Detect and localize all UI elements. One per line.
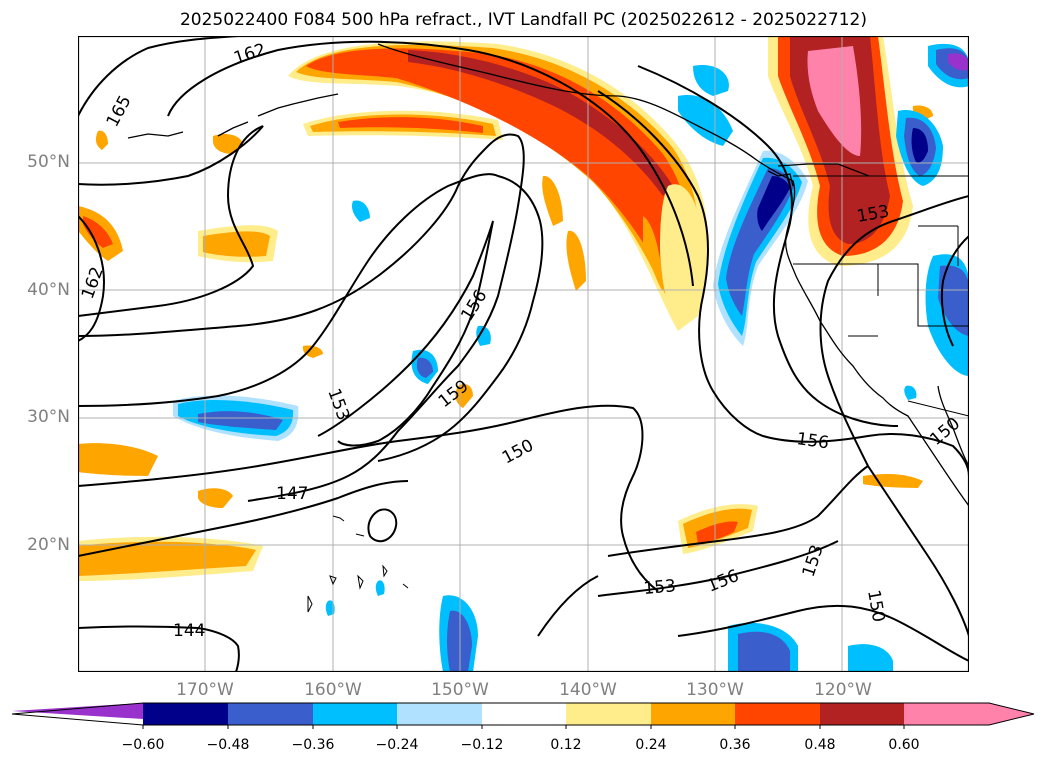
shading-negative (173, 43, 969, 672)
colorbar-tick: 0.48 (804, 737, 836, 753)
lat-label-40n: 40°N (27, 280, 70, 300)
colorbar-tick: 0.60 (888, 737, 920, 753)
colorbar-tick: −0.24 (375, 737, 419, 753)
colorbar (11, 702, 1035, 729)
lon-label-160w: 160°W (304, 680, 362, 700)
contour-label: 153 (643, 576, 677, 599)
colorbar-bin (904, 703, 989, 725)
lat-label-30n: 30°N (27, 407, 70, 427)
contours (78, 36, 969, 672)
colorbar-tick: −0.12 (460, 737, 504, 753)
lat-label-20n: 20°N (27, 535, 70, 555)
lon-label-150w: 150°W (431, 680, 489, 700)
map-title: 2025022400 F084 500 hPa refract., IVT La… (179, 10, 867, 30)
islands (307, 515, 409, 613)
colorbar-tick: −0.36 (291, 737, 335, 753)
colorbar-tick: 0.12 (550, 737, 582, 753)
colorbar-extend-high (989, 703, 1034, 725)
colorbar-extend-low (12, 703, 143, 719)
colorbar-tick: −0.48 (206, 737, 250, 753)
shading-positive (78, 36, 933, 581)
lon-label-170w: 170°W (176, 680, 234, 700)
colorbar-tick: −0.60 (121, 737, 165, 753)
map-panel: 162 165 162 156 159 153 150 147 144 153 … (78, 36, 969, 672)
lon-label-120w: 120°W (814, 680, 872, 700)
colorbar-bin (566, 703, 651, 725)
colorbar-tick: 0.36 (719, 737, 751, 753)
colorbar-bin (820, 703, 904, 725)
colorbar-bin (313, 703, 397, 725)
lon-label-130w: 130°W (686, 680, 744, 700)
colorbar-bin (143, 703, 228, 725)
colorbar-bin (651, 703, 735, 725)
contour-label: 147 (276, 484, 308, 504)
contour-label: 156 (795, 429, 830, 453)
colorbar-bin (228, 703, 313, 725)
contour-label: 144 (173, 621, 205, 641)
colorbar-bin (735, 703, 820, 725)
colorbar-bin (482, 703, 566, 725)
borders (793, 175, 969, 417)
colorbar-tick: 0.24 (635, 737, 667, 753)
map-frame (78, 36, 969, 672)
lon-label-140w: 140°W (559, 680, 617, 700)
lat-label-50n: 50°N (27, 152, 70, 172)
colorbar-bin (397, 703, 482, 725)
